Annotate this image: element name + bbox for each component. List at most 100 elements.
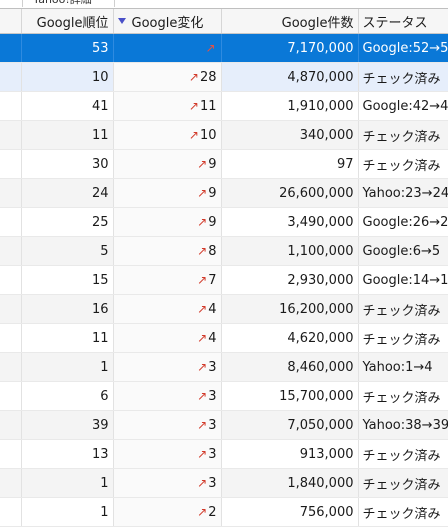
google-change-value: 11	[199, 98, 217, 114]
google-rank-cell: 5	[21, 236, 114, 266]
column-header-google-rank[interactable]: Google順位	[21, 9, 114, 34]
up-right-arrow-icon: ↗	[197, 156, 208, 171]
table-row[interactable]: 10 ↗28 4,870,000 チェック済み	[0, 62, 448, 92]
google-change-cell: ↗7	[113, 265, 222, 295]
google-change-cell: ↗4	[113, 294, 222, 324]
up-right-arrow-icon: ↗	[197, 388, 208, 403]
google-count-cell: 4,870,000	[221, 62, 359, 92]
google-change-cell: ↗3	[113, 439, 222, 469]
up-right-arrow-icon: ↗	[197, 446, 208, 461]
table-row[interactable]: 1 ↗3 1,840,000 チェック済み	[0, 468, 448, 498]
table-row[interactable]: 24 ↗9 26,600,000 Yahoo:23→24	[0, 178, 448, 208]
google-change-cell: ↗9	[113, 149, 222, 179]
column-header-status[interactable]: ステータス	[358, 9, 448, 34]
google-count-cell: 3,490,000	[221, 207, 359, 237]
google-change-value: 10	[199, 127, 217, 143]
google-rank-cell: 1	[21, 497, 114, 527]
google-change-value: 9	[208, 156, 217, 172]
row-cell-previous	[0, 236, 22, 266]
google-rank-cell: 41	[21, 91, 114, 121]
google-rank-cell: 1	[21, 468, 114, 498]
google-rank-cell: 15	[21, 265, 114, 295]
up-right-arrow-icon: ↗	[197, 243, 208, 258]
table-row[interactable]: 6 ↗3 15,700,000 チェック済み	[0, 381, 448, 411]
google-change-value: 3	[208, 388, 217, 404]
status-cell: Google:26→25	[358, 207, 448, 237]
table-row[interactable]: 11 ↗10 340,000 チェック済み	[0, 120, 448, 150]
table-row[interactable]: 15 ↗7 2,930,000 Google:14→15	[0, 265, 448, 295]
google-change-value: 7	[208, 272, 217, 288]
table-row[interactable]: 41 ↗11 1,910,000 Google:42→41	[0, 91, 448, 121]
google-change-value: 9	[208, 185, 217, 201]
column-header-google-change-label: Google変化	[131, 15, 204, 31]
status-cell: Yahoo:23→24	[358, 178, 448, 208]
up-right-arrow-icon: ↗	[197, 475, 208, 490]
status-cell: Google:42→41	[358, 91, 448, 121]
google-count-cell: 1,910,000	[221, 91, 359, 121]
status-cell: チェック済み	[358, 439, 448, 469]
table-row[interactable]: 1 ↗2 756,000 チェック済み	[0, 497, 448, 527]
table-row[interactable]: 16 ↗4 16,200,000 チェック済み	[0, 294, 448, 324]
google-rank-cell: 1	[21, 352, 114, 382]
table-row[interactable]: 1 ↗3 8,460,000 Yahoo:1→4	[0, 352, 448, 382]
google-count-cell: 1,100,000	[221, 236, 359, 266]
up-right-arrow-icon: ↗	[197, 214, 208, 229]
status-cell: チェック済み	[358, 497, 448, 527]
table-row[interactable]: 53 ↗ 7,170,000 Google:52→53	[0, 33, 448, 63]
row-cell-previous	[0, 33, 22, 63]
google-rank-cell: 25	[21, 207, 114, 237]
row-cell-previous	[0, 497, 22, 527]
row-cell-previous	[0, 294, 22, 324]
google-rank-cell: 30	[21, 149, 114, 179]
table-row[interactable]: 11 ↗4 4,620,000 チェック済み	[0, 323, 448, 353]
google-change-value: 3	[208, 446, 217, 462]
google-count-cell: 1,840,000	[221, 468, 359, 498]
column-header-previous[interactable]	[0, 9, 22, 34]
row-cell-previous	[0, 207, 22, 237]
google-rank-cell: 13	[21, 439, 114, 469]
google-change-cell: ↗2	[113, 497, 222, 527]
row-cell-previous	[0, 62, 22, 92]
column-header-google-change[interactable]: Google変化	[113, 9, 222, 34]
google-count-cell: 4,620,000	[221, 323, 359, 353]
google-change-cell: ↗10	[113, 120, 222, 150]
sort-descending-icon	[117, 18, 126, 24]
google-change-value: 4	[208, 301, 217, 317]
google-count-cell: 756,000	[221, 497, 359, 527]
row-cell-previous	[0, 265, 22, 295]
google-count-cell: 26,600,000	[221, 178, 359, 208]
google-count-cell: 8,460,000	[221, 352, 359, 382]
google-rank-cell: 24	[21, 178, 114, 208]
status-cell: チェック済み	[358, 381, 448, 411]
google-change-value: 2	[208, 504, 217, 520]
up-right-arrow-icon: ↗	[197, 301, 208, 316]
google-change-cell: ↗	[113, 33, 222, 63]
google-change-value: 3	[208, 359, 217, 375]
up-right-arrow-icon: ↗	[188, 98, 199, 113]
google-rank-cell: 6	[21, 381, 114, 411]
table-row[interactable]: 13 ↗3 913,000 チェック済み	[0, 439, 448, 469]
google-rank-cell: 39	[21, 410, 114, 440]
table-row[interactable]: 5 ↗8 1,100,000 Google:6→5	[0, 236, 448, 266]
status-cell: Google:6→5	[358, 236, 448, 266]
table-row[interactable]: 25 ↗9 3,490,000 Google:26→25	[0, 207, 448, 237]
status-cell: チェック済み	[358, 323, 448, 353]
row-cell-previous	[0, 149, 22, 179]
google-count-cell: 7,170,000	[221, 33, 359, 63]
column-header-google-count[interactable]: Google件数	[221, 9, 359, 34]
table-row[interactable]: 30 ↗9 97 チェック済み	[0, 149, 448, 179]
google-change-value: 3	[208, 417, 217, 433]
up-right-arrow-icon: ↗	[188, 69, 199, 84]
google-change-value: 4	[208, 330, 217, 346]
google-rank-cell: 10	[21, 62, 114, 92]
google-change-cell: ↗9	[113, 178, 222, 208]
tab-yahoo-detail[interactable]: Yahoo!詳細	[22, 0, 115, 7]
up-right-arrow-icon: ↗	[197, 359, 208, 374]
google-change-cell: ↗28	[113, 62, 222, 92]
google-rank-cell: 53	[21, 33, 114, 63]
table-row[interactable]: 39 ↗3 7,050,000 Yahoo:38→39	[0, 410, 448, 440]
status-cell: チェック済み	[358, 120, 448, 150]
google-rank-cell: 11	[21, 323, 114, 353]
google-count-cell: 2,930,000	[221, 265, 359, 295]
status-cell: チェック済み	[358, 62, 448, 92]
